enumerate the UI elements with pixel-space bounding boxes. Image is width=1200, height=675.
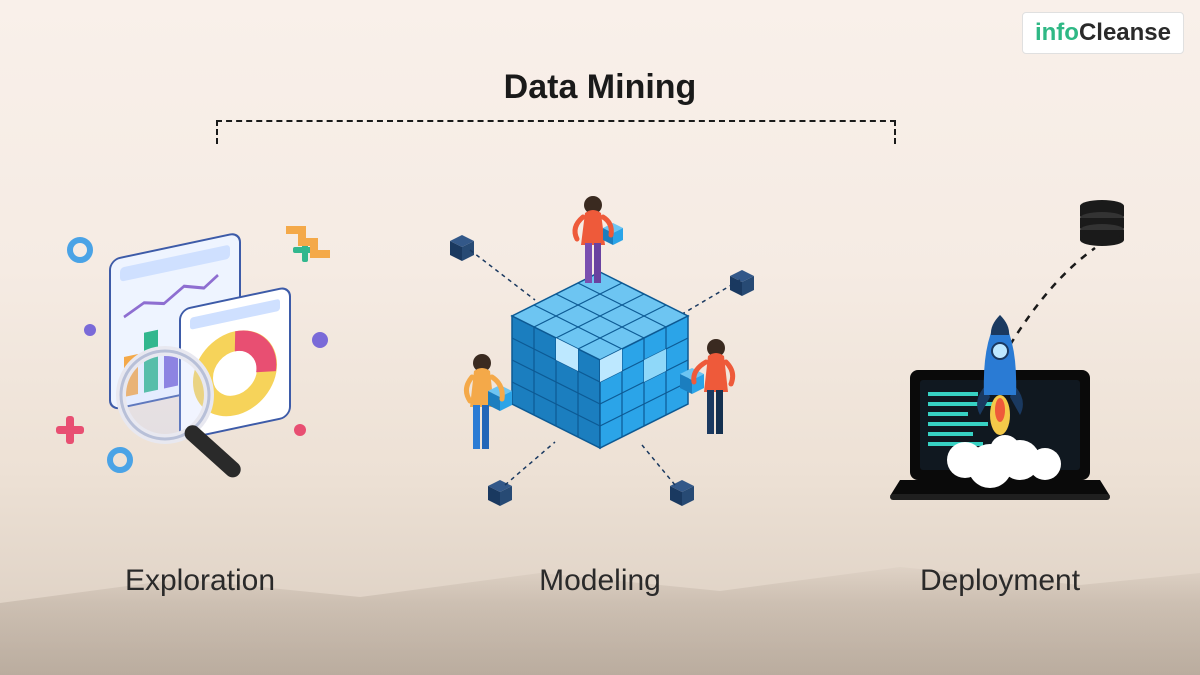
logo-badge: infoCleanse (1022, 12, 1184, 54)
deployment-illustration (850, 190, 1150, 510)
person-top-icon (575, 196, 623, 283)
main-title: Data Mining (504, 68, 697, 107)
modeling-illustration (420, 180, 780, 520)
modeling-section (420, 170, 780, 530)
exploration-section (20, 170, 380, 530)
logo-part2: Cleanse (1079, 19, 1171, 46)
data-cube-icon (512, 272, 688, 448)
small-cube-icon (450, 235, 474, 261)
modeling-label: Modeling (420, 564, 780, 598)
deployment-label: Deployment (820, 564, 1180, 598)
labels-row: Exploration Modeling Deployment (0, 564, 1200, 598)
exploration-illustration (50, 200, 350, 500)
trajectory-path (1010, 248, 1095, 345)
person-left-icon (466, 354, 512, 449)
deployment-section (820, 170, 1180, 530)
sections-row (0, 160, 1200, 540)
database-icon (1080, 200, 1124, 246)
exploration-label: Exploration (20, 564, 380, 598)
logo-part1: info (1035, 19, 1079, 46)
grouping-bracket (216, 120, 896, 144)
